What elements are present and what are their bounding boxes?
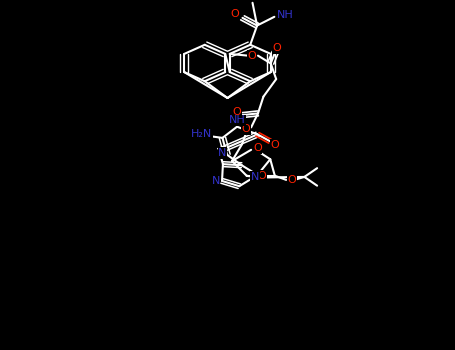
Text: O: O [272,43,281,53]
Text: N: N [218,148,227,158]
Text: O: O [241,124,250,134]
Text: O: O [231,9,240,19]
Text: N: N [251,172,259,182]
Text: O: O [253,143,262,153]
Text: N: N [212,176,220,186]
Text: NH: NH [229,116,245,125]
Text: O: O [270,140,279,150]
Text: O: O [232,107,241,117]
Text: NH: NH [278,10,294,20]
Text: O: O [287,175,296,185]
Text: H₂N: H₂N [191,130,212,139]
Text: O: O [247,51,256,61]
Text: O: O [258,171,267,181]
